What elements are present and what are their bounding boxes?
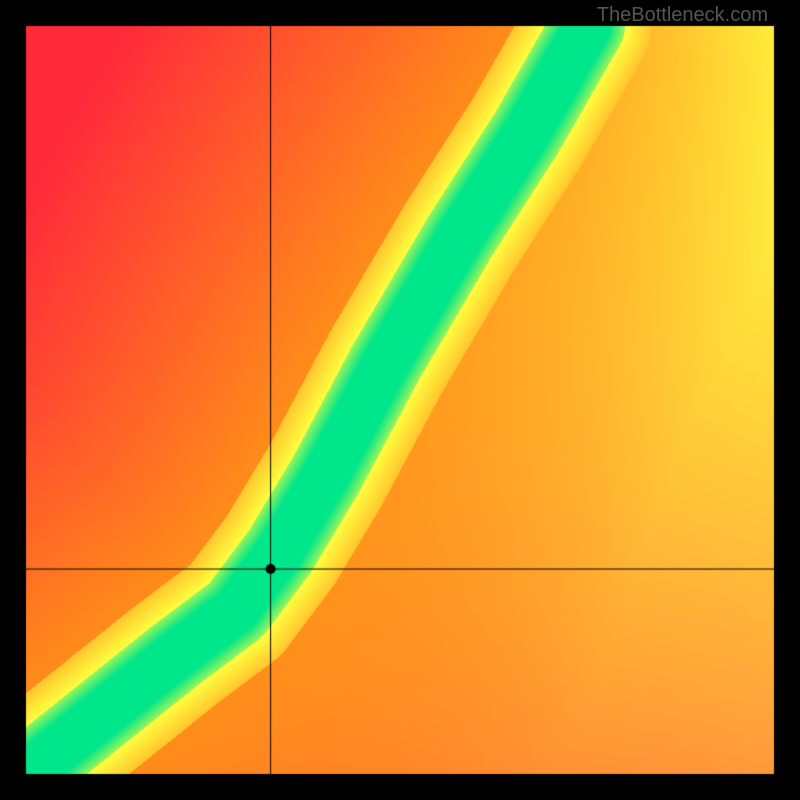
watermark-label: TheBottleneck.com (597, 4, 768, 27)
heatmap-canvas (0, 0, 800, 800)
chart-container: TheBottleneck.com (0, 0, 800, 800)
